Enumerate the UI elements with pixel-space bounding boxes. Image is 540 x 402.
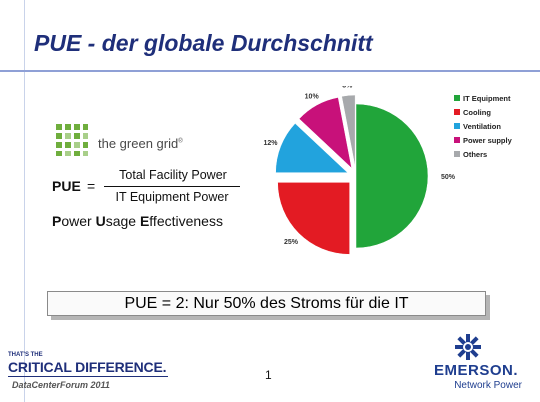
pie-labels: 50% 25% 12% 10% 3% <box>263 86 455 246</box>
legend-swatch-others <box>454 151 460 157</box>
chart-legend: IT Equipment Cooling Ventilation Power supp… <box>454 94 513 159</box>
pue-callout-box: PUE = 2: Nur 50% des Stroms für die IT <box>47 291 486 316</box>
pie-label-power-supply: 10% <box>305 93 320 100</box>
legend-label-ventilation: Ventilation <box>463 122 501 131</box>
registered-mark: ® <box>178 138 183 145</box>
pie-slice-power-supply <box>298 97 353 169</box>
pie-label-ventilation: 12% <box>263 140 278 147</box>
green-grid-logo-text: the green grid® <box>98 136 183 151</box>
legend-label-others: Others <box>463 150 487 159</box>
pie-slice-ventilation <box>275 123 349 173</box>
pie-slices <box>275 94 429 255</box>
pie-slice-cooling <box>277 182 350 255</box>
pie-slice-it-equipment <box>355 103 429 249</box>
emerson-brand: EMERSON. <box>434 362 519 379</box>
page-number: 1 <box>265 368 272 382</box>
pie-label-cooling: 25% <box>284 239 299 246</box>
legend-swatch-it-equipment <box>454 95 460 101</box>
equals-sign: = <box>87 178 96 194</box>
footer-tagline: CRITICAL DIFFERENCE. <box>8 359 167 375</box>
pue-label: PUE <box>52 178 81 194</box>
title-underline <box>0 70 540 72</box>
pue-full-name: Power Usage Effectiveness <box>52 213 223 229</box>
formula-denominator: IT Equipment Power <box>115 190 229 204</box>
legend-label-cooling: Cooling <box>463 108 491 117</box>
footer-tagline-small: THAT'S THE <box>8 352 43 358</box>
slide-title: PUE - der globale Durchschnitt <box>34 30 373 56</box>
pie-slice-others <box>341 94 356 168</box>
pue-pie-chart: 50% 25% 12% 10% 3% IT Equipment Cooling Ventil… <box>263 86 513 255</box>
fraction-bar <box>104 186 240 187</box>
green-grid-logo-icon <box>56 124 88 156</box>
legend-swatch-cooling <box>454 109 460 115</box>
emerson-subbrand: Network Power <box>454 380 522 391</box>
legend-swatch-ventilation <box>454 123 460 129</box>
legend-label-power-supply: Power supply <box>463 136 513 145</box>
formula-numerator: Total Facility Power <box>119 168 227 182</box>
pie-label-others: 3% <box>342 86 353 89</box>
event-name: DataCenterForum 2011 <box>12 380 110 390</box>
legend-swatch-power-supply <box>454 137 460 143</box>
pie-label-it-equipment: 50% <box>441 174 456 181</box>
footer-divider <box>8 376 168 377</box>
emerson-logo-icon <box>455 334 481 360</box>
legend-label-it-equipment: IT Equipment <box>463 94 511 103</box>
left-accent-line <box>24 0 25 402</box>
